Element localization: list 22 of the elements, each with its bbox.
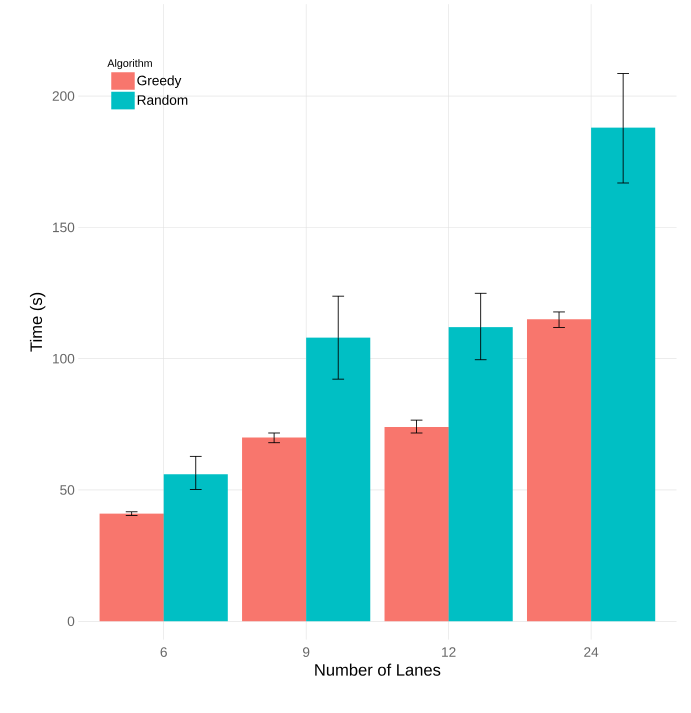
bar	[306, 338, 370, 622]
bar	[99, 514, 164, 622]
y-axis-title: Time (s)	[30, 292, 46, 352]
y-tick-label: 50	[60, 485, 74, 495]
x-tick-label: 12	[442, 647, 456, 657]
bar	[526, 319, 591, 622]
legend-label: Greedy	[137, 75, 182, 88]
y-tick-label: 100	[52, 354, 74, 364]
y-tick-label: 150	[52, 222, 74, 232]
x-axis-title: Number of Lanes	[315, 664, 440, 676]
bar	[448, 327, 513, 622]
bar	[384, 426, 449, 622]
legend-title: Algorithm	[107, 59, 152, 70]
y-tick-label: 200	[52, 91, 74, 101]
bar	[164, 474, 228, 622]
legend-label: Random	[138, 94, 188, 105]
y-tick-label: 0	[68, 616, 74, 626]
bar	[590, 128, 656, 622]
x-tick-label: 6	[160, 647, 167, 657]
x-tick-label: 9	[302, 647, 310, 657]
x-tick-label: 24	[584, 647, 598, 657]
bar	[242, 437, 306, 622]
